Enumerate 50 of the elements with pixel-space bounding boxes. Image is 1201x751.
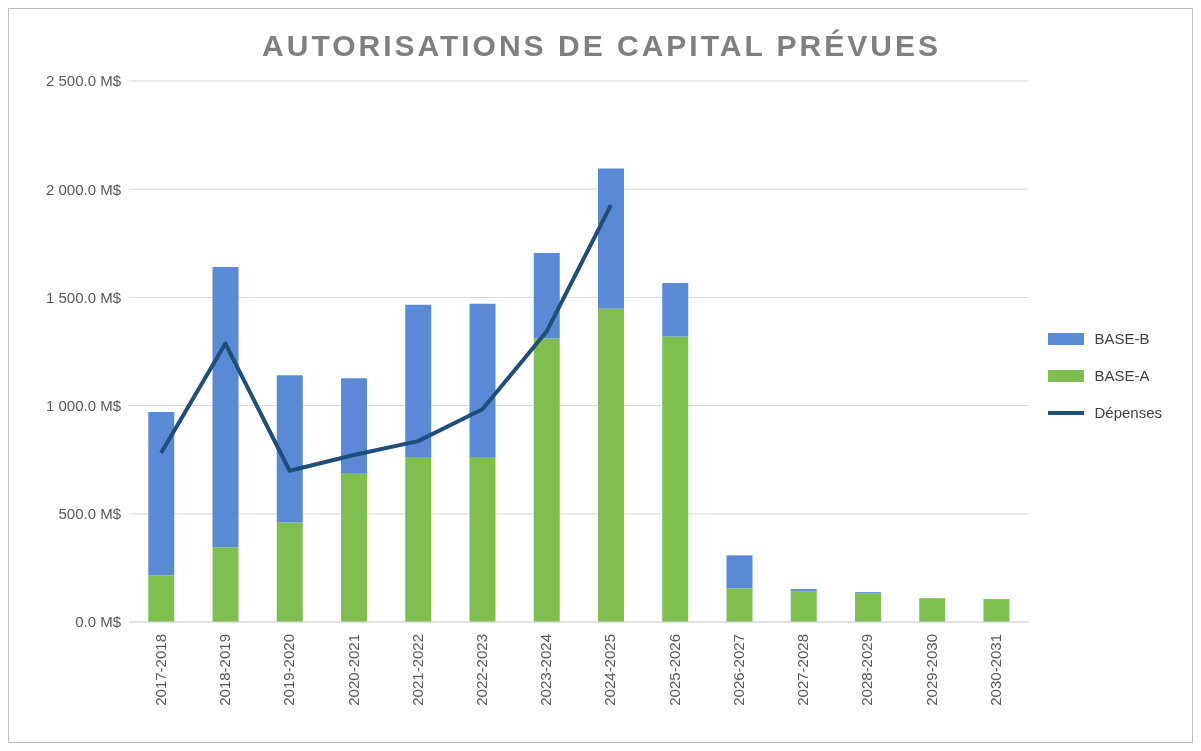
y-tick-label: 1 000.0 M$ bbox=[45, 396, 122, 414]
bar bbox=[854, 593, 881, 622]
y-tick-label: 0.0 M$ bbox=[75, 613, 122, 631]
bar bbox=[533, 338, 560, 622]
x-tick-label: 2029-2030 bbox=[922, 634, 940, 706]
chart-title: AUTORISATIONS DE CAPITAL PRÉVUES bbox=[261, 29, 942, 63]
bar bbox=[598, 308, 624, 622]
x-tick-label: 2021-2022 bbox=[408, 634, 426, 706]
bar bbox=[790, 589, 817, 592]
bar bbox=[469, 303, 496, 457]
x-tick-label: 2026-2027 bbox=[729, 634, 747, 706]
bar bbox=[790, 591, 817, 622]
x-tick-label: 2027-2028 bbox=[794, 634, 812, 706]
bar bbox=[148, 575, 175, 622]
bar bbox=[341, 472, 368, 622]
x-tick-label: 2030-2031 bbox=[986, 634, 1004, 706]
legend-label: BASE-B bbox=[1094, 330, 1150, 347]
x-tick-label: 2025-2026 bbox=[665, 634, 683, 706]
x-tick-label: 2017-2018 bbox=[151, 634, 169, 706]
bar bbox=[726, 588, 753, 622]
x-tick-label: 2019-2020 bbox=[280, 634, 298, 706]
y-tick-label: 2 500.0 M$ bbox=[45, 72, 122, 90]
x-tick-label: 2022-2023 bbox=[473, 634, 491, 706]
bar bbox=[212, 547, 239, 622]
y-tick-label: 2 000.0 M$ bbox=[45, 180, 122, 198]
bar bbox=[405, 456, 432, 622]
bar bbox=[662, 336, 689, 622]
x-tick-label: 2020-2021 bbox=[344, 634, 362, 706]
x-tick-label: 2023-2024 bbox=[537, 634, 555, 706]
x-tick-label: 2028-2029 bbox=[858, 634, 876, 706]
bar bbox=[276, 522, 303, 622]
bar bbox=[726, 555, 753, 589]
bar bbox=[341, 378, 368, 473]
legend-label: Dépenses bbox=[1094, 404, 1162, 421]
x-tick-label: 2024-2025 bbox=[601, 634, 619, 706]
bar bbox=[469, 456, 496, 622]
y-tick-label: 500.0 M$ bbox=[58, 505, 122, 523]
bar bbox=[598, 168, 624, 309]
bar bbox=[276, 375, 303, 523]
line-series bbox=[159, 203, 613, 473]
bar bbox=[983, 599, 1010, 622]
bar bbox=[919, 598, 946, 622]
bar bbox=[212, 266, 239, 548]
y-tick-label: 1 500.0 M$ bbox=[45, 288, 122, 306]
bar bbox=[662, 282, 689, 337]
bar bbox=[533, 253, 560, 339]
bar bbox=[148, 412, 175, 576]
legend-label: BASE-A bbox=[1094, 367, 1150, 384]
x-tick-label: 2018-2019 bbox=[216, 634, 234, 706]
bar bbox=[405, 304, 432, 457]
